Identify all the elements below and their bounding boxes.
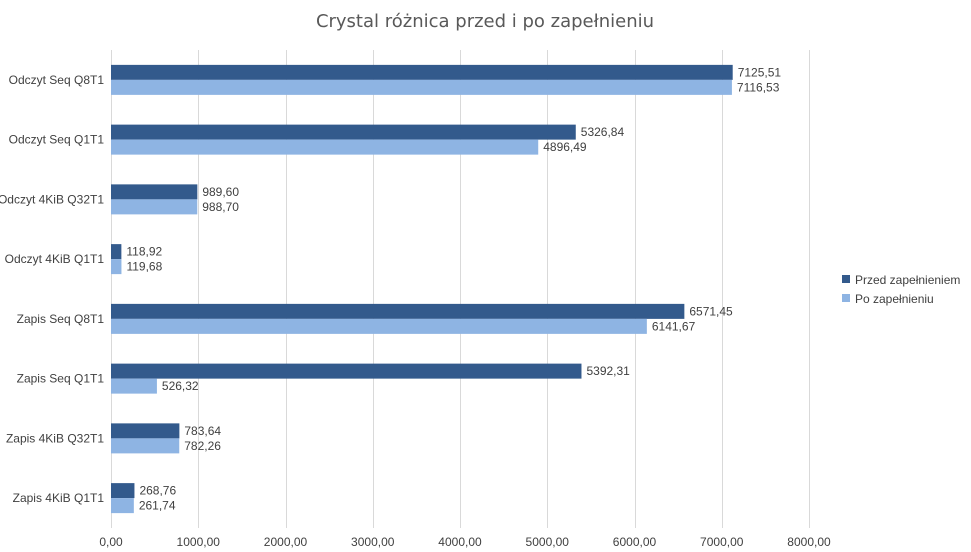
category-label: Odczyt Seq Q1T1 xyxy=(9,133,105,147)
legend-label: Przed zapełnieniem xyxy=(855,273,960,287)
data-label: 7116,53 xyxy=(737,80,780,94)
bar-before xyxy=(111,363,582,379)
data-label: 782,26 xyxy=(184,439,221,453)
category-label: Odczyt Seq Q8T1 xyxy=(9,73,105,87)
x-tick-label: 3000,00 xyxy=(351,535,395,549)
category-label: Zapis 4KiB Q32T1 xyxy=(6,431,104,445)
bar-after xyxy=(111,139,539,155)
bar-before xyxy=(111,64,733,80)
bar-before xyxy=(111,244,122,260)
x-tick-label: 2000,00 xyxy=(264,535,308,549)
data-label: 261,74 xyxy=(139,499,176,513)
data-label: 989,60 xyxy=(202,185,239,199)
data-label: 118,92 xyxy=(126,245,162,259)
bar-after xyxy=(111,438,180,454)
category-label: Odczyt 4KiB Q32T1 xyxy=(0,192,104,206)
x-tick-label: 4000,00 xyxy=(438,535,482,549)
data-label: 7125,51 xyxy=(738,65,782,79)
data-label: 6141,67 xyxy=(652,319,696,333)
bar-after xyxy=(111,318,647,334)
legend-label: Po zapełnieniu xyxy=(855,292,934,306)
data-label: 988,70 xyxy=(202,200,239,214)
data-label: 5392,31 xyxy=(586,364,630,378)
bar-after xyxy=(111,378,157,394)
data-label: 6571,45 xyxy=(689,304,733,318)
legend: Przed zapełnieniem Po zapełnieniu xyxy=(842,273,960,306)
bars xyxy=(111,64,733,514)
x-tick-label: 0,00 xyxy=(99,535,123,549)
chart-title: Crystal różnica przed i po zapełnieniu xyxy=(316,11,654,32)
data-label: 526,32 xyxy=(162,379,199,393)
legend-swatch xyxy=(842,294,850,302)
category-label: Zapis Seq Q1T1 xyxy=(17,372,105,386)
bar-before xyxy=(111,483,135,499)
grid-lines xyxy=(111,50,810,528)
legend-swatch xyxy=(842,275,850,283)
data-label: 4896,49 xyxy=(543,140,587,154)
data-label: 5326,84 xyxy=(581,125,625,139)
bar-after xyxy=(111,259,122,275)
x-tick-label: 6000,00 xyxy=(613,535,657,549)
bar-before xyxy=(111,303,685,319)
y-axis-categories: Odczyt Seq Q8T1 Odczyt Seq Q1T1 Odczyt 4Ki… xyxy=(0,73,104,505)
bar-after xyxy=(111,498,134,514)
category-label: Zapis 4KiB Q1T1 xyxy=(13,491,105,505)
bar-after xyxy=(111,79,732,95)
data-label: 119,68 xyxy=(126,260,162,274)
x-tick-label: 8000,00 xyxy=(787,535,831,549)
x-axis-ticks: 0,00 1000,00 2000,00 3000,00 4000,00 5000,00 6… xyxy=(99,535,831,549)
x-tick-label: 7000,00 xyxy=(700,535,744,549)
x-tick-label: 1000,00 xyxy=(177,535,221,549)
bar-before xyxy=(111,423,180,439)
bar-before xyxy=(111,124,576,140)
data-label: 783,64 xyxy=(184,424,221,438)
x-tick-label: 5000,00 xyxy=(526,535,570,549)
bar-after xyxy=(111,199,198,215)
data-label: 268,76 xyxy=(139,484,176,498)
bar-before xyxy=(111,184,198,200)
category-label: Zapis Seq Q8T1 xyxy=(17,312,105,326)
category-label: Odczyt 4KiB Q1T1 xyxy=(5,252,105,266)
